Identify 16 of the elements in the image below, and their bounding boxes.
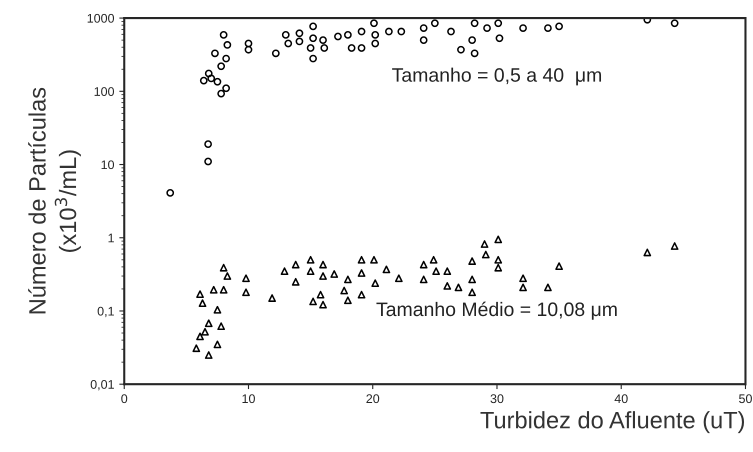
- y-tick-label: 0,01: [90, 380, 114, 390]
- x-tick-label: 30: [490, 394, 504, 404]
- y-tick-label: 1: [108, 234, 114, 242]
- annotation: Tamanho = 0,5 a 40 μm: [392, 68, 602, 86]
- x-tick-label: 40: [614, 394, 628, 404]
- y-tick-label: 0,1: [98, 306, 114, 318]
- y-axis-title: Número de Partículas (x10$^{3}$/mL): [28, 88, 81, 314]
- x-tick-label: 20: [366, 394, 380, 404]
- annotation: Tamanho Médio = 10,08 μm: [376, 302, 617, 320]
- x-tick-label: 10: [242, 394, 255, 404]
- y-tick-label: 10: [102, 160, 114, 170]
- x-axis-title: Turbidez do Afluente (uT): [480, 411, 744, 434]
- x-tick-label: 50: [739, 394, 752, 404]
- y-tick-label: 100: [94, 87, 114, 96]
- x-tick-label: 0: [121, 394, 128, 404]
- y-tick-label: 1000: [88, 14, 114, 23]
